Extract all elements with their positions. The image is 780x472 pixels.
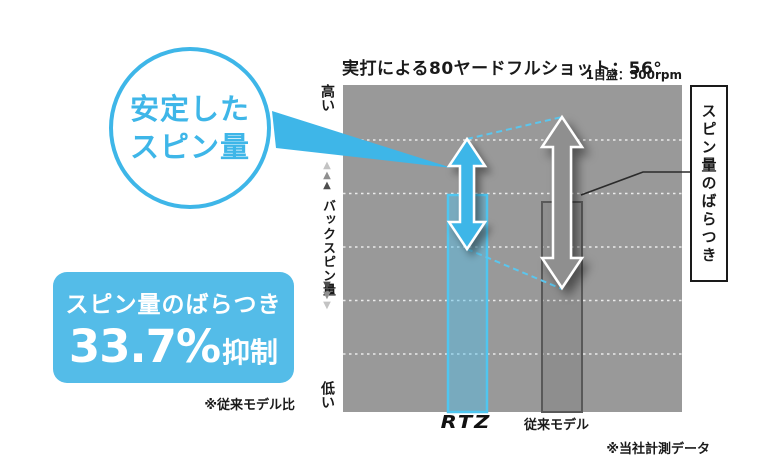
bubble-pointer-wedge [272, 111, 452, 168]
down-triangle-icon: ▼ [323, 290, 331, 301]
y-axis-high-label: 高い [319, 84, 335, 112]
stat-value-row: 33.7% 抑制 [69, 320, 278, 373]
conventional-spin-range-arrow-icon [539, 114, 585, 291]
bubble-line1: 安定した [129, 91, 250, 126]
rtz-logo: RTZ [440, 411, 492, 433]
spin-variation-callout-box: スピン量のばらつき [690, 85, 728, 282]
up-triangle-icon: ▲ [323, 160, 331, 171]
stable-spin-bubble: 安定した スピン量 [109, 47, 271, 209]
down-triangle-icon: ▼ [323, 280, 331, 291]
callout-leader-line [580, 171, 690, 196]
conventional-model-label: 従来モデル [524, 418, 590, 433]
stat-suffix: 抑制 [222, 335, 279, 369]
stat-value: 33.7% [68, 319, 221, 373]
stat-heading: スピン量のばらつき [65, 291, 282, 318]
backspin-increase-arrows-icon: ▲ ▲ ▲ [319, 161, 335, 191]
gridlines [343, 139, 682, 355]
down-triangle-icon: ▼ [323, 300, 331, 311]
plot-area [343, 85, 682, 412]
stat-footnote: ※従来モデル比 [204, 398, 295, 413]
up-triangle-icon: ▲ [323, 180, 331, 191]
up-triangle-icon: ▲ [323, 170, 331, 181]
y-axis-label: バックスピン量 [320, 199, 335, 297]
scale-note: 1目盛：500rpm [585, 68, 682, 82]
bubble-line2: スピン量 [129, 130, 250, 164]
chart-title: 実打による80ヤードフルショット：56° [342, 59, 663, 79]
spin-variation-stat-box: スピン量のばらつき 33.7% 抑制 [53, 272, 294, 383]
y-axis-low-label: 低い [319, 381, 335, 409]
callout-label: スピン量のばらつき [699, 102, 718, 265]
rtz-spin-range-arrow-icon [446, 136, 488, 252]
source-footnote: ※当社計測データ [606, 442, 710, 457]
backspin-decrease-arrows-icon: ▼ ▼ ▼ [319, 281, 335, 311]
range-connector-lines [466, 116, 563, 290]
